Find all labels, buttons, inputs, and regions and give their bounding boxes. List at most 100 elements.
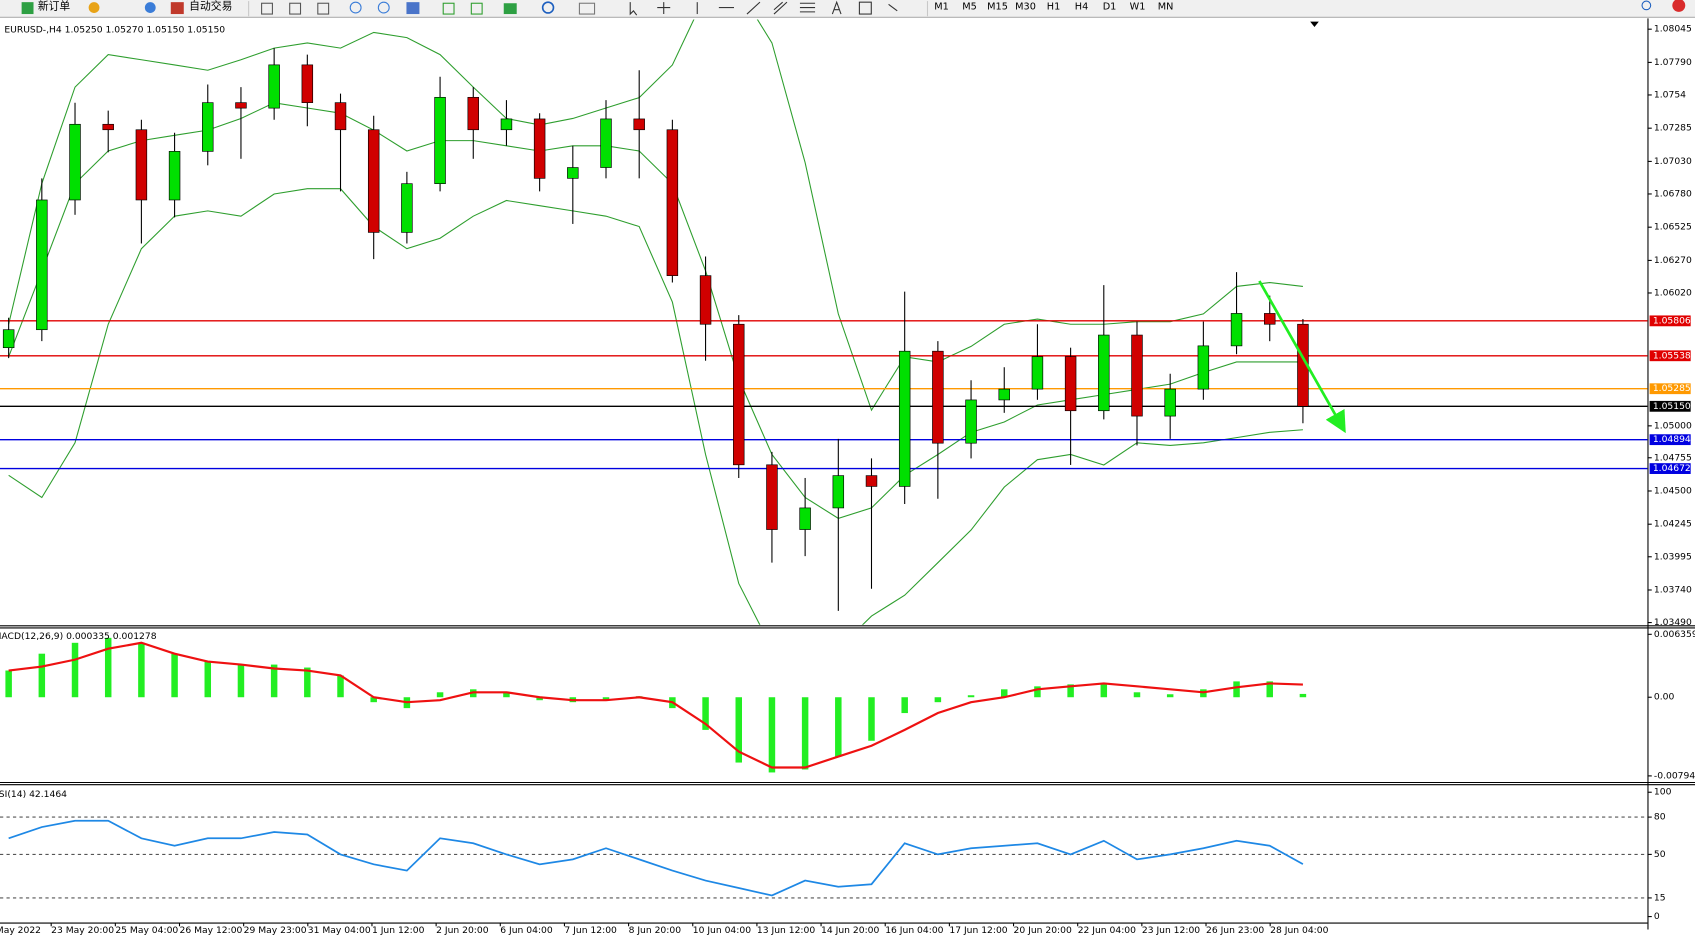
macd-histogram-bar <box>503 692 510 698</box>
candle-body <box>865 475 878 487</box>
price-level-box <box>1649 463 1691 474</box>
y-tick-label: 1.06525 <box>1654 222 1692 233</box>
candle-body <box>235 102 247 109</box>
candle-body <box>699 275 712 325</box>
price-level-box <box>1649 434 1691 446</box>
channel-tool[interactable] <box>773 1 788 15</box>
candle-body <box>1164 388 1176 417</box>
timeframe-button[interactable]: D1 <box>1103 1 1117 12</box>
macd-histogram-bar <box>934 697 942 703</box>
candle-body <box>633 118 645 131</box>
candle-body <box>1064 356 1077 412</box>
main-chart <box>0 19 1648 625</box>
macd-histogram-bar <box>304 667 311 698</box>
trendline-tool[interactable] <box>746 1 761 15</box>
cursor-tool[interactable] <box>629 2 638 16</box>
timeframe-button[interactable]: H1 <box>1047 1 1061 12</box>
toolbar-icon[interactable] <box>144 2 156 13</box>
fibo-tool[interactable] <box>799 2 816 13</box>
timeframe-button[interactable]: M5 <box>962 1 977 12</box>
text-tool[interactable] <box>831 0 842 15</box>
zoom-in[interactable] <box>349 1 362 14</box>
x-tick-label: 14 Jun 20:00 <box>821 925 879 936</box>
macd-chart <box>5 637 1307 773</box>
tile-windows[interactable] <box>406 2 420 15</box>
toolbar-icon[interactable] <box>261 2 273 15</box>
macd-axis: 0.006359 0.00 -0.007949 <box>1647 629 1695 781</box>
templates[interactable] <box>578 2 596 15</box>
x-tick-label: 28 Jun 04:00 <box>1270 925 1328 936</box>
candle-body <box>268 64 280 109</box>
candle-body <box>567 167 579 179</box>
shift-marker <box>1310 21 1319 28</box>
notifications[interactable] <box>1672 0 1686 12</box>
toolbar: 新订单 自动交易 M1 M5 M15 M30 H1 H4 D1 W1 MN <box>0 0 1695 18</box>
macd-histogram-bar <box>1266 681 1273 698</box>
candle-body <box>367 129 380 233</box>
new-order-button[interactable]: 新订单 <box>38 0 71 12</box>
indicators[interactable] <box>503 3 517 15</box>
y-tick-label: 1.07030 <box>1654 156 1692 167</box>
y-tick-label: 0 <box>1654 911 1660 922</box>
candle-body <box>965 399 977 444</box>
periods[interactable] <box>541 1 555 14</box>
rsi-line <box>8 819 1304 897</box>
timeframe-button[interactable]: M30 <box>1015 1 1036 12</box>
auto-trading-icon[interactable] <box>170 2 184 15</box>
y-tick-label: 1.03740 <box>1654 584 1692 595</box>
macd-histogram-bar <box>104 637 112 698</box>
toolbar-icon[interactable] <box>442 2 455 15</box>
macd-histogram-bar <box>270 664 278 698</box>
price-level-label: 1.05806 <box>1653 315 1691 326</box>
chart-title: EURUSD-,H4 1.05250 1.05270 1.05150 1.051… <box>4 25 225 36</box>
bollinger-band <box>8 102 1303 519</box>
macd-histogram-bar <box>370 697 377 703</box>
x-tick-label: 20 Jun 20:00 <box>1014 925 1072 936</box>
candle-body <box>998 388 1010 401</box>
toolbar-icon[interactable] <box>470 2 483 15</box>
bollinger-band <box>8 19 1303 412</box>
macd-histogram-bar <box>1100 683 1108 698</box>
macd-histogram-bar <box>901 697 908 714</box>
macd-histogram-bar <box>38 653 46 698</box>
label-tool[interactable] <box>858 1 872 15</box>
candle-body <box>1197 345 1210 390</box>
x-tick-label: 23 May 20:00 <box>51 925 114 936</box>
arrows-tool[interactable] <box>888 3 898 12</box>
auto-trading-button[interactable]: 自动交易 <box>189 0 232 12</box>
candle-body <box>301 64 314 103</box>
y-tick-label: 0.006359 <box>1654 629 1695 640</box>
x-tick-label: 29 May 23:00 <box>244 925 307 936</box>
toolbar-icon[interactable] <box>317 2 330 15</box>
new-order-icon[interactable] <box>21 2 34 15</box>
y-tick-label: 100 <box>1654 787 1672 798</box>
timeframe-button[interactable]: H4 <box>1075 1 1089 12</box>
macd-histogram-bar <box>1067 684 1074 698</box>
y-tick-label: 1.07285 <box>1654 123 1692 134</box>
price-level-label: 1.05538 <box>1653 350 1691 361</box>
macd-histogram-bar <box>868 697 875 741</box>
macd-title: MACD(12,26,9) 0.000335 0.001278 <box>0 631 157 642</box>
x-tick-label: 16 Jun 04:00 <box>885 925 943 936</box>
toolbar-icon[interactable] <box>289 2 302 15</box>
y-tick-label: 1.04755 <box>1654 452 1692 463</box>
x-tick-label: 25 May 04:00 <box>115 925 178 936</box>
crosshair-tool[interactable] <box>657 2 671 15</box>
timeframe-button[interactable]: W1 <box>1130 1 1146 12</box>
candle-body <box>102 123 114 131</box>
price-level-label: 1.05285 <box>1653 383 1691 394</box>
x-tick-label: 23 Jun 12:00 <box>1142 925 1200 936</box>
macd-histogram-bar <box>768 697 776 773</box>
search[interactable] <box>1641 0 1652 11</box>
zoom-out[interactable] <box>377 1 390 14</box>
x-tick-label: 26 Jun 23:00 <box>1206 925 1264 936</box>
candle-body <box>202 102 214 152</box>
toolbar-icon[interactable] <box>88 2 100 13</box>
candle-body <box>898 350 911 487</box>
timeframe-button[interactable]: M1 <box>934 1 949 12</box>
macd-histogram-bar <box>1233 681 1240 698</box>
macd-histogram-bar <box>702 697 709 730</box>
timeframe-button[interactable]: M15 <box>987 1 1008 12</box>
y-tick-label: 1.0754 <box>1654 89 1686 100</box>
timeframe-button[interactable]: MN <box>1158 1 1174 12</box>
